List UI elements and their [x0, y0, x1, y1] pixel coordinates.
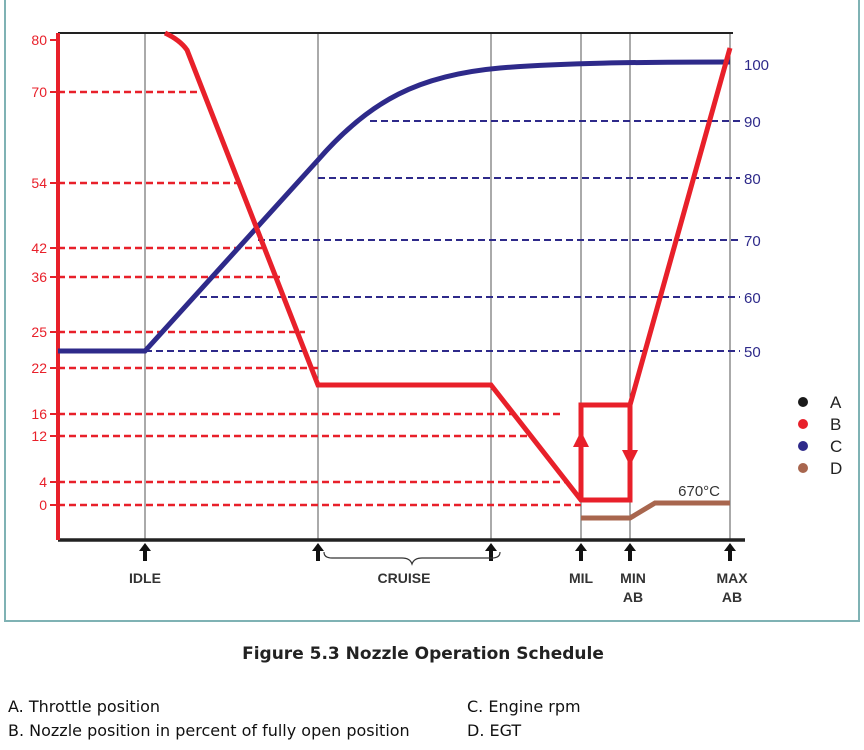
legend-label-b: B [830, 415, 841, 434]
right-tick-label: 80 [744, 171, 761, 188]
note-c: C. Engine rpm [467, 697, 581, 716]
legend-label-d: D [830, 459, 842, 478]
nozzle-schedule-chart: 80 70 54 42 36 25 22 16 12 4 0 100 90 80 70 60 50 670°C ID… [31, 30, 842, 605]
left-tick-label: 12 [31, 428, 47, 444]
left-tick-label: 16 [31, 406, 47, 422]
figure-caption: Figure 5.3 Nozzle Operation Schedule [242, 644, 604, 664]
left-tick-label: 42 [31, 240, 47, 256]
series-b-line [163, 30, 733, 503]
x-station-label: AB [722, 589, 742, 605]
egt-annotation: 670°C [678, 483, 720, 500]
x-station-label: MIL [569, 570, 594, 586]
right-tick-label: 60 [744, 290, 761, 307]
x-station-label: IDLE [129, 570, 161, 586]
left-tick-label: 54 [31, 175, 47, 191]
cruise-brace [323, 551, 501, 566]
x-station-label: CRUISE [378, 570, 431, 586]
x-station-label: AB [623, 589, 643, 605]
legend-label-a: A [830, 393, 842, 412]
right-tick-label: 50 [744, 344, 761, 361]
series-d-line [581, 500, 730, 521]
legend-label-c: C [830, 437, 842, 456]
legend-dot-a [798, 397, 808, 407]
left-tick-label: 80 [31, 32, 47, 48]
down-arrow-icon [622, 450, 638, 466]
left-tick-label: 70 [31, 84, 47, 100]
station-arrow-icon [485, 543, 497, 561]
station-arrow-icon [312, 543, 324, 561]
note-b: B. Nozzle position in percent of fully o… [8, 721, 410, 740]
note-a: A. Throttle position [8, 697, 161, 716]
station-arrow-icon [575, 543, 587, 561]
series-c-line [58, 59, 731, 354]
left-tick-label: 25 [31, 324, 47, 340]
right-tick-label: 70 [744, 233, 761, 250]
x-station-label: MAX [716, 570, 748, 586]
right-tick-label: 100 [744, 57, 769, 74]
station-arrow-icon [139, 543, 151, 561]
up-arrow-icon [573, 431, 589, 447]
left-tick-label: 36 [31, 269, 47, 285]
legend-dot-d [798, 463, 808, 473]
left-tick-label: 22 [31, 360, 47, 376]
left-tick-label: 4 [39, 474, 47, 490]
legend-dot-b [798, 419, 808, 429]
right-tick-label: 90 [744, 114, 761, 131]
x-station-label: MIN [620, 570, 646, 586]
figure-panel [4, 0, 860, 622]
left-tick-label: 0 [39, 497, 47, 513]
legend-dot-c [798, 441, 808, 451]
note-d: D. EGT [467, 721, 522, 740]
station-arrow-icon [724, 543, 736, 561]
station-arrow-icon [624, 543, 636, 561]
